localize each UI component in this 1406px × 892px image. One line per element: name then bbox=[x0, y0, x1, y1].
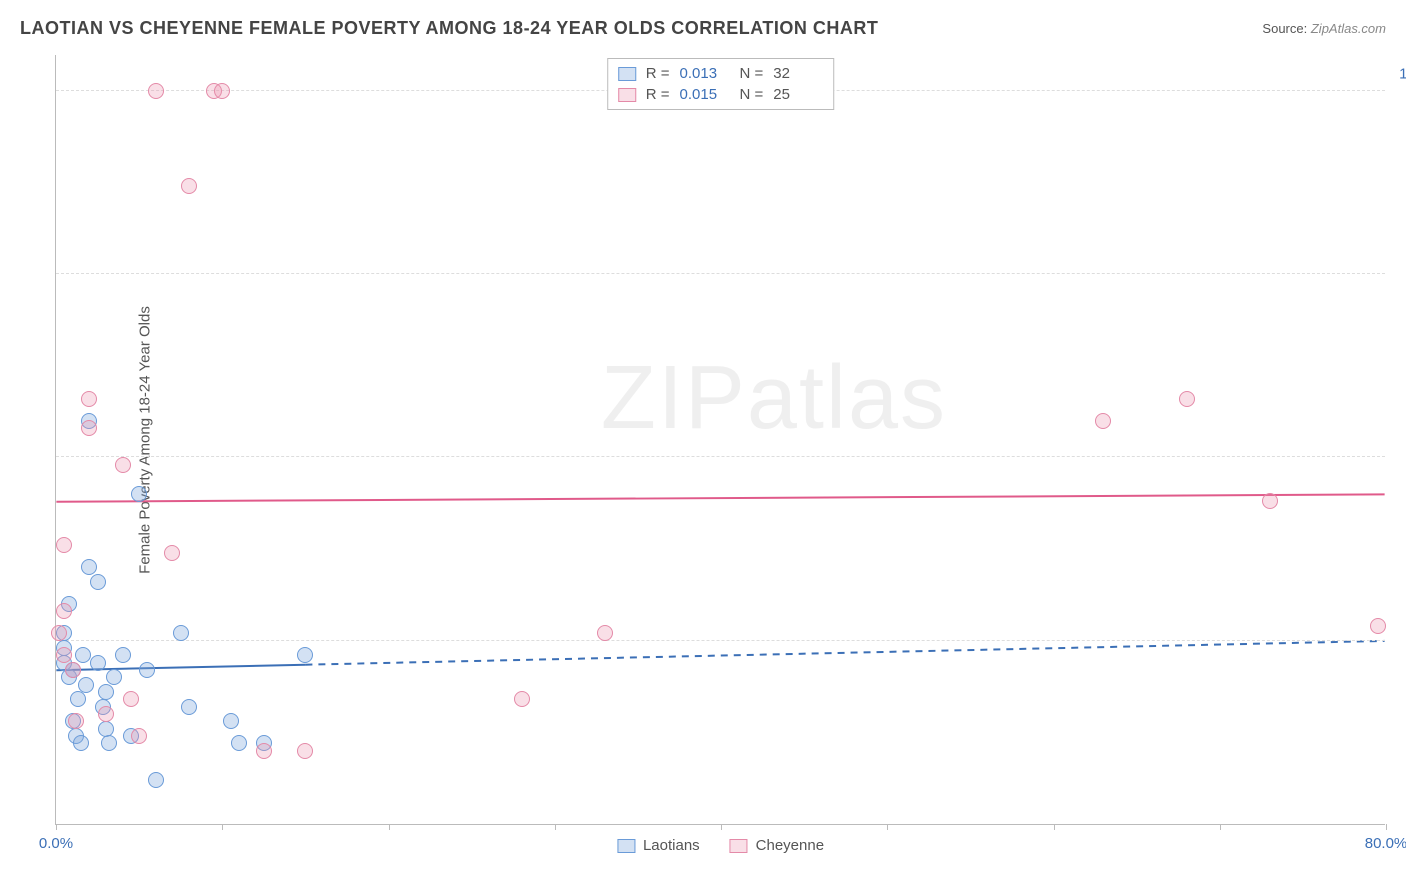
legend-swatch bbox=[617, 839, 635, 853]
data-point bbox=[1370, 618, 1386, 634]
x-tick-mark bbox=[389, 824, 390, 830]
x-tick-mark bbox=[887, 824, 888, 830]
y-tick-label: 100.0% bbox=[1399, 65, 1406, 82]
data-point bbox=[1262, 493, 1278, 509]
legend-row: R =0.015N =25 bbox=[618, 84, 824, 105]
legend-swatch bbox=[618, 88, 636, 102]
data-point bbox=[68, 713, 84, 729]
data-point bbox=[148, 772, 164, 788]
chart-source: Source: ZipAtlas.com bbox=[1262, 21, 1386, 36]
legend-series: Laotians Cheyenne bbox=[617, 837, 824, 854]
x-tick-mark bbox=[1220, 824, 1221, 830]
data-point bbox=[81, 559, 97, 575]
data-point bbox=[115, 457, 131, 473]
x-tick-mark bbox=[1054, 824, 1055, 830]
data-point bbox=[78, 677, 94, 693]
data-point bbox=[123, 691, 139, 707]
x-tick-mark bbox=[555, 824, 556, 830]
data-point bbox=[90, 574, 106, 590]
data-point bbox=[56, 537, 72, 553]
legend-row: R =0.013N =32 bbox=[618, 63, 824, 84]
data-point bbox=[297, 647, 313, 663]
data-point bbox=[214, 83, 230, 99]
data-point bbox=[98, 721, 114, 737]
x-tick-label: 80.0% bbox=[1365, 835, 1406, 852]
data-point bbox=[81, 420, 97, 436]
data-point bbox=[65, 662, 81, 678]
data-point bbox=[73, 735, 89, 751]
data-point bbox=[90, 655, 106, 671]
legend-item: Laotians bbox=[617, 837, 700, 854]
scatter-chart: ZIPatlas Female Poverty Among 18-24 Year… bbox=[55, 55, 1385, 825]
gridline bbox=[56, 640, 1385, 641]
data-point bbox=[223, 713, 239, 729]
data-point bbox=[70, 691, 86, 707]
chart-header: LAOTIAN VS CHEYENNE FEMALE POVERTY AMONG… bbox=[20, 18, 1386, 39]
data-point bbox=[164, 545, 180, 561]
data-point bbox=[256, 743, 272, 759]
data-point bbox=[181, 699, 197, 715]
legend-item: Cheyenne bbox=[730, 837, 824, 854]
data-point bbox=[75, 647, 91, 663]
data-point bbox=[297, 743, 313, 759]
data-point bbox=[81, 391, 97, 407]
data-point bbox=[148, 83, 164, 99]
data-point bbox=[514, 691, 530, 707]
data-point bbox=[1095, 413, 1111, 429]
data-point bbox=[106, 669, 122, 685]
x-tick-mark bbox=[1386, 824, 1387, 830]
legend-stats: R =0.013N =32R =0.015N =25 bbox=[607, 58, 835, 110]
data-point bbox=[56, 647, 72, 663]
data-point bbox=[56, 603, 72, 619]
data-point bbox=[131, 728, 147, 744]
data-point bbox=[98, 706, 114, 722]
data-point bbox=[231, 735, 247, 751]
gridline bbox=[56, 273, 1385, 274]
data-point bbox=[597, 625, 613, 641]
x-tick-mark bbox=[721, 824, 722, 830]
data-point bbox=[181, 178, 197, 194]
legend-swatch bbox=[618, 67, 636, 81]
x-tick-label: 0.0% bbox=[39, 835, 73, 852]
data-point bbox=[101, 735, 117, 751]
data-point bbox=[1179, 391, 1195, 407]
chart-title: LAOTIAN VS CHEYENNE FEMALE POVERTY AMONG… bbox=[20, 18, 878, 39]
data-point bbox=[98, 684, 114, 700]
data-point bbox=[173, 625, 189, 641]
legend-swatch bbox=[730, 839, 748, 853]
trend-lines bbox=[56, 55, 1385, 824]
data-point bbox=[139, 662, 155, 678]
x-tick-mark bbox=[56, 824, 57, 830]
data-point bbox=[115, 647, 131, 663]
data-point bbox=[131, 486, 147, 502]
data-point bbox=[51, 625, 67, 641]
gridline bbox=[56, 456, 1385, 457]
x-tick-mark bbox=[222, 824, 223, 830]
